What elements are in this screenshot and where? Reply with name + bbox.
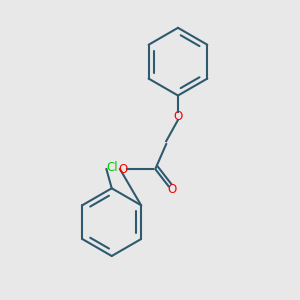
Text: Cl: Cl: [106, 161, 118, 174]
Text: O: O: [167, 183, 177, 196]
Text: O: O: [173, 110, 183, 123]
Text: O: O: [119, 163, 128, 176]
